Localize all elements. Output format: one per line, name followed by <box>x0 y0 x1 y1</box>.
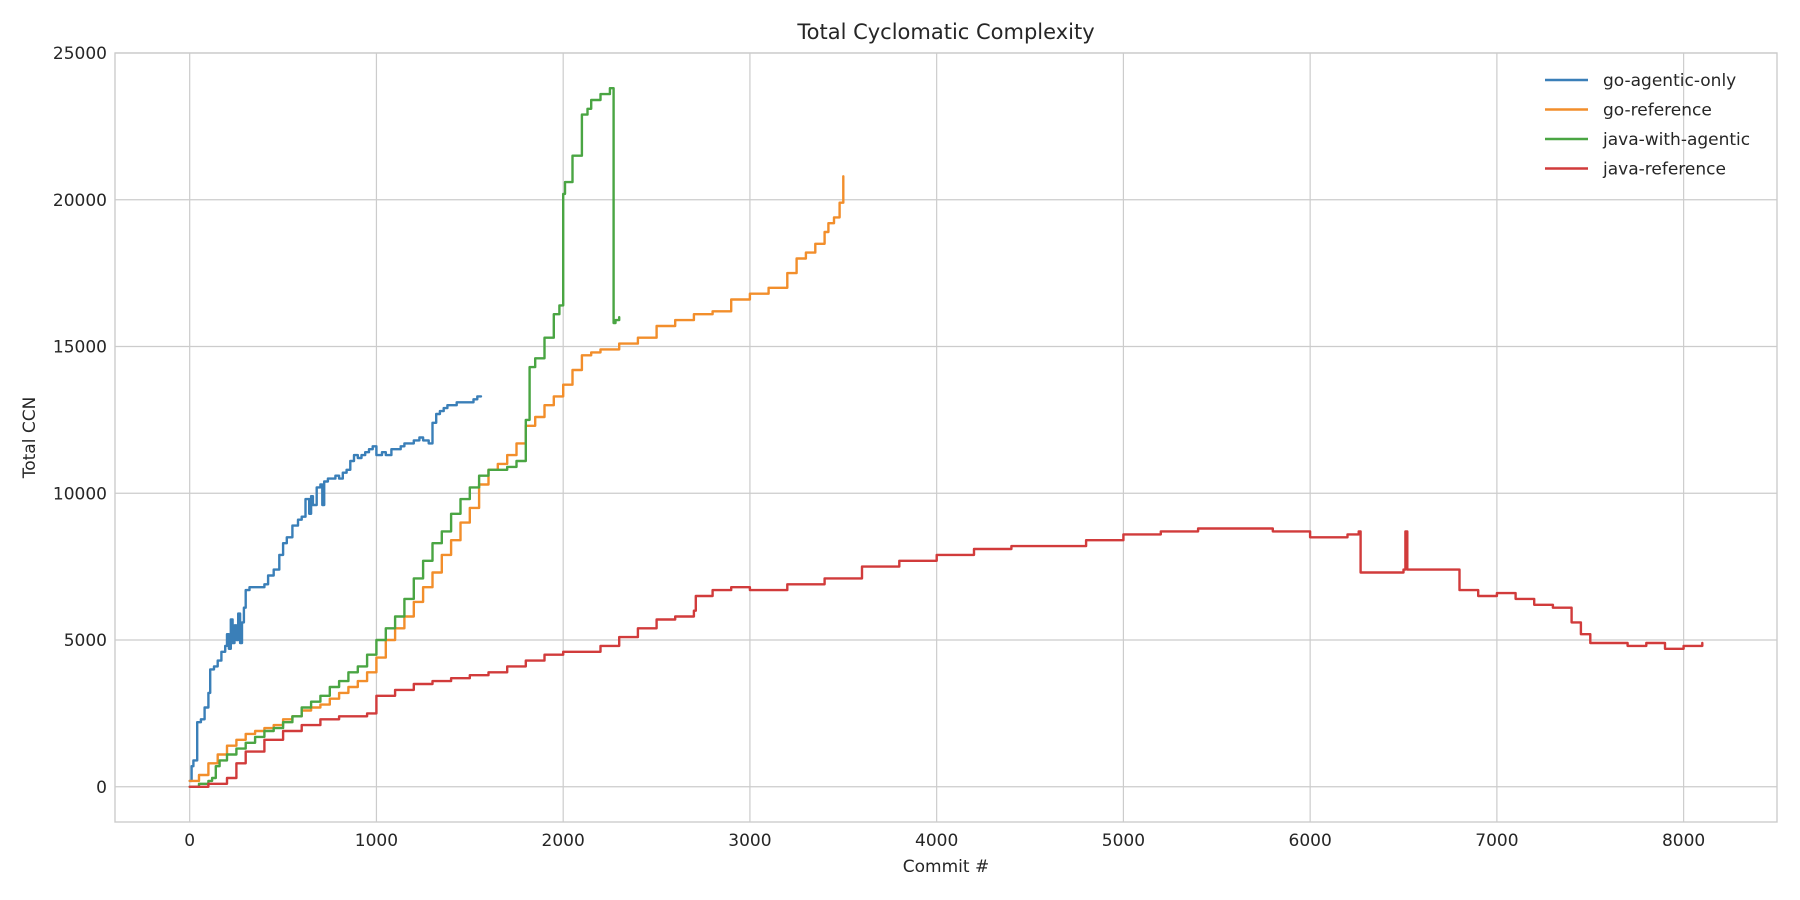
legend-label: java-reference <box>1602 160 1726 180</box>
y-axis-label: Total CCN <box>20 397 40 480</box>
series-line-java-reference <box>188 527 1704 788</box>
legend-item-go-reference: go-reference <box>1545 101 1712 121</box>
legend-label: go-agentic-only <box>1603 71 1736 91</box>
chart-title: Total Cyclomatic Complexity <box>796 20 1094 44</box>
plot-frame <box>114 52 1778 823</box>
x-tick-label: 6000 <box>1289 831 1332 851</box>
x-axis-label: Commit # <box>903 857 989 877</box>
x-tick-label: 1000 <box>355 831 398 851</box>
x-tick-label: 2000 <box>542 831 585 851</box>
y-tick-label: 0 <box>96 778 107 798</box>
y-tick-label: 25000 <box>53 44 107 64</box>
y-tick-label: 15000 <box>53 338 107 358</box>
legend-label: java-with-agentic <box>1602 130 1750 150</box>
y-tick-label: 20000 <box>53 191 107 211</box>
x-tick-label: 7000 <box>1475 831 1518 851</box>
y-tick-label: 10000 <box>53 484 107 504</box>
grid <box>115 52 1777 822</box>
series-line-java-with-agentic <box>188 87 621 788</box>
x-tick-label: 4000 <box>915 831 958 851</box>
x-tick-label: 3000 <box>728 831 771 851</box>
legend: go-agentic-only go-reference java-with-age… <box>1545 71 1750 180</box>
x-tick-label: 8000 <box>1662 831 1705 851</box>
legend-label: go-reference <box>1603 101 1712 121</box>
legend-item-go-agentic-only: go-agentic-only <box>1545 71 1736 91</box>
legend-item-java-reference: java-reference <box>1545 160 1726 180</box>
series-line-go-reference <box>188 175 845 783</box>
x-tick-label: 0 <box>184 831 195 851</box>
tick-labels: 0 1000 2000 3000 4000 5000 6000 7000 8000 0 5000 10… <box>53 44 1705 851</box>
legend-item-java-with-agentic: java-with-agentic <box>1545 130 1750 150</box>
series-line-go-agentic-only <box>188 395 483 783</box>
series-lines <box>188 87 1704 788</box>
y-tick-label: 5000 <box>64 631 107 651</box>
x-tick-label: 5000 <box>1102 831 1145 851</box>
